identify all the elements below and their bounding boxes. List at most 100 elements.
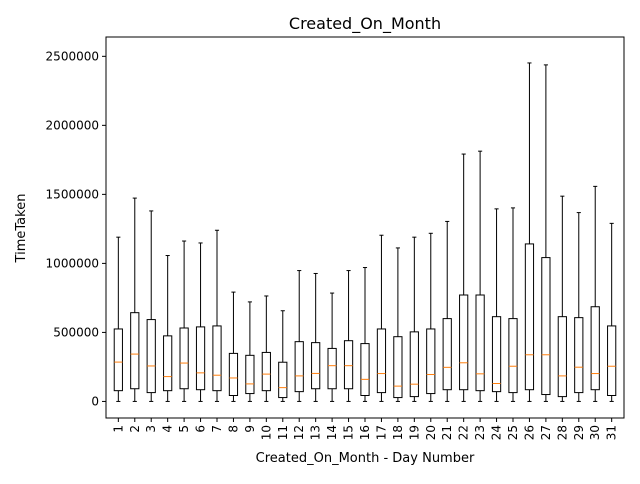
- x-tick-label: 23: [473, 425, 487, 440]
- box-iqr: [228, 352, 239, 396]
- x-tick-label: 22: [457, 425, 471, 440]
- box-group: [360, 267, 370, 402]
- x-tick-label: 21: [440, 425, 454, 440]
- x-tick-label: 7: [210, 425, 224, 433]
- box-group: [426, 232, 436, 402]
- box-iqr: [343, 340, 354, 390]
- box-iqr: [409, 331, 419, 398]
- x-tick-label: 10: [259, 425, 273, 440]
- box-group: [146, 210, 156, 402]
- y-tick-label: 500000: [53, 325, 99, 339]
- box-iqr: [195, 326, 206, 391]
- box-group: [557, 195, 567, 402]
- box-iqr: [607, 325, 617, 396]
- box-group: [228, 291, 239, 402]
- x-tick-label: 4: [161, 425, 175, 433]
- box-group: [327, 292, 337, 402]
- x-tick-label: 29: [572, 425, 586, 440]
- box-iqr: [113, 328, 123, 392]
- box-group: [508, 207, 518, 402]
- box-iqr: [294, 341, 304, 393]
- box-iqr: [327, 347, 337, 390]
- box-iqr: [524, 243, 535, 391]
- x-tick-label: 6: [194, 425, 208, 433]
- box-group: [294, 270, 304, 402]
- x-tick-label: 28: [555, 425, 569, 440]
- box-group: [113, 236, 123, 402]
- box-iqr: [475, 294, 485, 392]
- x-tick-label: 2: [128, 425, 142, 433]
- box-iqr: [426, 328, 436, 395]
- box-iqr: [360, 343, 370, 396]
- box-group: [376, 234, 387, 402]
- box-group: [574, 212, 584, 402]
- box-iqr: [557, 316, 567, 398]
- box-group: [607, 222, 617, 402]
- box-group: [163, 255, 173, 402]
- box-iqr: [508, 318, 518, 394]
- box-group: [491, 208, 502, 402]
- box-group: [195, 242, 206, 402]
- y-axis: 0 500000 1000000 1500000 2000000 2500000: [46, 49, 106, 408]
- x-tick-label: 24: [490, 425, 504, 440]
- box-group: [212, 229, 222, 402]
- y-tick-label: 2000000: [46, 118, 99, 132]
- box-group: [393, 247, 403, 402]
- x-tick-label: 27: [539, 425, 553, 440]
- box-iqr: [541, 257, 551, 396]
- x-axis-label: Created_On_Month - Day Number: [256, 451, 475, 466]
- box-iqr: [146, 319, 156, 394]
- box-group: [409, 236, 419, 402]
- box-iqr: [393, 336, 403, 399]
- x-tick-label: 15: [342, 425, 356, 440]
- box-group: [541, 64, 551, 402]
- box-iqr: [130, 312, 140, 390]
- x-tick-label: 8: [226, 425, 240, 433]
- box-iqr: [212, 325, 222, 392]
- box-group: [130, 197, 140, 402]
- box-group: [475, 150, 485, 402]
- y-tick-label: 1000000: [46, 256, 99, 270]
- box-group: [590, 185, 600, 402]
- box-group: [179, 240, 189, 402]
- box-iqr: [574, 317, 584, 394]
- x-tick-label: 26: [522, 425, 536, 440]
- x-tick-label: 12: [292, 425, 306, 440]
- box-group: [245, 301, 255, 402]
- y-axis-label: TimeTaken: [14, 194, 29, 264]
- box-iqr: [179, 327, 189, 390]
- box-iqr: [163, 335, 173, 392]
- x-tick-label: 1: [111, 425, 125, 433]
- x-tick-label: 30: [588, 425, 602, 440]
- x-tick-label: 31: [605, 425, 619, 440]
- x-tick-label: 9: [243, 425, 257, 433]
- box-iqr: [442, 318, 452, 391]
- box-iqr: [278, 361, 288, 399]
- box-iqr: [459, 294, 469, 391]
- x-tick-label: 20: [424, 425, 438, 440]
- x-tick-label: 14: [325, 425, 339, 440]
- box-group: [343, 270, 354, 402]
- box-marks: [113, 62, 617, 402]
- box-iqr: [311, 342, 321, 390]
- y-tick-label: 0: [91, 394, 99, 408]
- x-tick-label: 13: [309, 425, 323, 440]
- x-axis: 1 2 3 4 5 6 7 8 9 10 11 12 13 14 15 16 17 18 19 20 21 22 23 24 2…: [111, 418, 619, 440]
- box-iqr: [376, 328, 387, 394]
- x-tick-label: 18: [391, 425, 405, 440]
- box-group: [278, 310, 288, 402]
- box-group: [261, 295, 271, 402]
- box-iqr: [245, 354, 255, 395]
- box-group: [459, 153, 469, 402]
- x-tick-label: 3: [144, 425, 158, 433]
- x-tick-label: 16: [358, 425, 372, 440]
- chart-title: Created_On_Month: [289, 14, 441, 34]
- x-tick-label: 19: [407, 425, 421, 440]
- y-tick-label: 1500000: [46, 187, 99, 201]
- box-group: [311, 272, 321, 402]
- box-group: [524, 62, 535, 402]
- x-tick-label: 25: [506, 425, 520, 440]
- x-tick-label: 17: [374, 425, 388, 440]
